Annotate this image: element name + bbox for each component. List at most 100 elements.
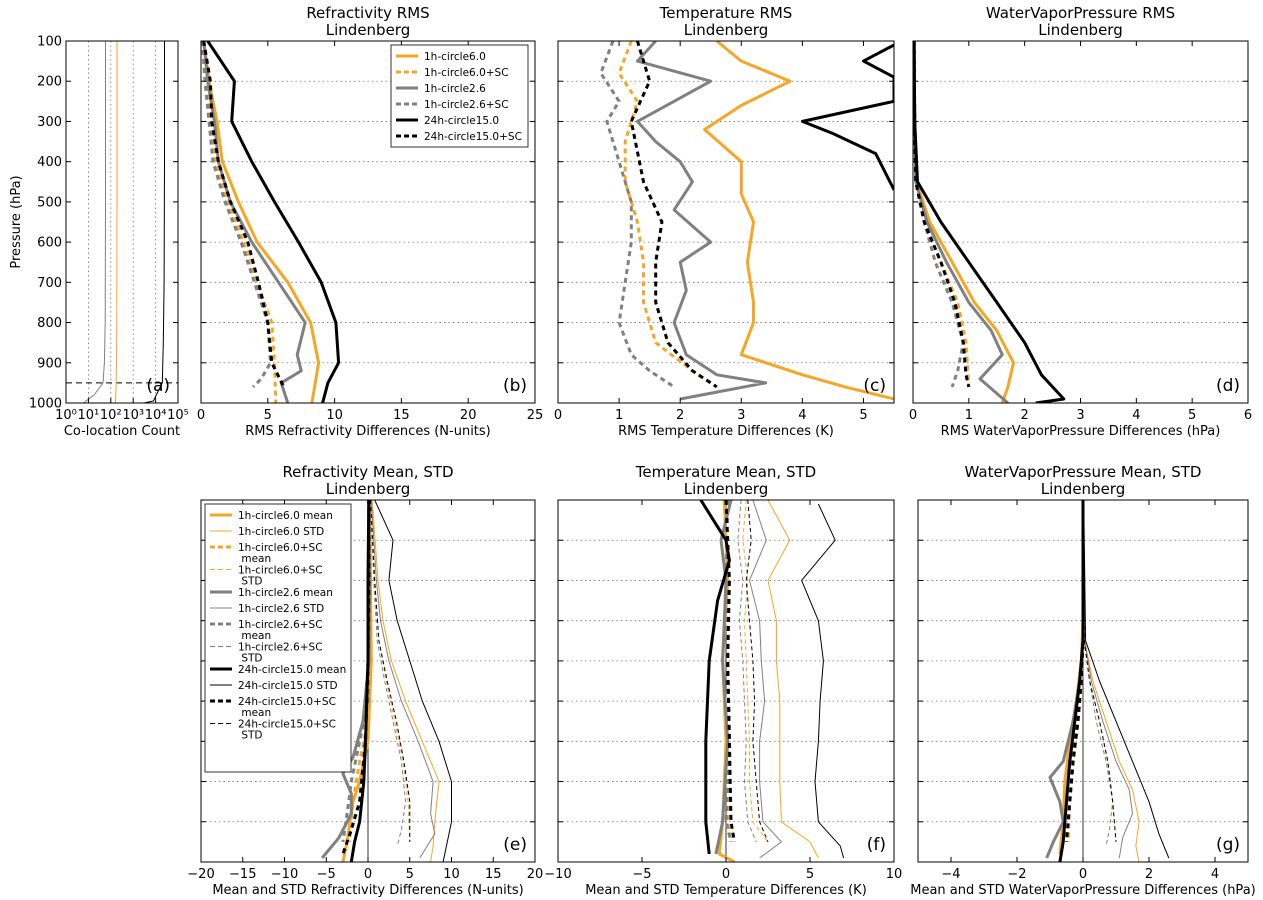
legend-label-b-0: 1h-circle6.0 [424,51,486,63]
series-line-c-4 [800,43,894,191]
panel-d: 0 1 2 3 4 5 6 RMS WaterVaporPressure Difference… [909,4,1252,439]
xtick-label-c-0: 0 [554,408,562,423]
legend-label-e-9: 24h-circle15.0 STD [238,680,338,692]
panel-label-g: (g) [1216,835,1240,855]
xtick-label-a-1: 10¹ [78,408,100,423]
series-line-c-5 [629,41,718,389]
legend-label-e-2: 1h-circle6.0+SC mean [238,542,323,565]
legend-label-b-2: 1h-circle2.6 [424,83,486,95]
xtick-label-a-2: 10² [100,408,122,423]
xtick-label-a-4: 10⁴ [145,408,167,423]
axes-frame-c [557,40,895,404]
series-line-c-2 [635,41,768,401]
subtitle-g: Lindenberg [1041,480,1125,498]
series-line-f-5 [749,500,782,859]
ytick-label-500: 500 [37,195,62,210]
series-line-f-9 [801,503,845,859]
series-line-e-7 [370,500,407,847]
xtick-label-a-0: 10⁰ [55,408,77,423]
axes-frame-b [200,40,536,404]
title-c: Temperature RMS [659,4,793,22]
legend-label-e-1: 1h-circle6.0 STD [238,526,324,538]
xtick-label-b-2: 10 [326,408,343,423]
xtick-label-g-4: 4 [1211,867,1219,882]
legend-label-e-11: 24h-circle15.0+SC STD [238,719,336,742]
legend-label-b-5: 24h-circle15.0+SC [424,131,522,143]
xtick-label-e-0: −20 [187,867,214,882]
ytick-label-700: 700 [37,276,62,291]
series-line-f-3 [742,500,769,843]
panel-c: 0 1 2 3 4 5 RMS Temperature Differences (K) Tem… [554,4,895,439]
subtitle-d: Lindenberg [1038,21,1122,39]
xtick-label-f-3: 5 [806,867,814,882]
title-g: WaterVaporPressure Mean, STD [965,463,1202,481]
series-line-b-3 [201,41,272,388]
series-line-c-3 [599,41,675,389]
xtick-label-e-2: −10 [271,867,298,882]
xlabel-f: Mean and STD Temperature Differences (K) [585,883,867,898]
xtick-label-d-2: 2 [1021,408,1029,423]
panel-label-f: (f) [867,835,886,855]
series-line-e-9 [374,500,452,862]
xtick-label-b-1: 5 [264,408,272,423]
series-line-e-1 [371,500,440,862]
legend-label-e-5: 1h-circle2.6 STD [238,603,324,615]
xtick-label-a-3: 10³ [122,408,144,423]
series-line-g-7 [1083,500,1114,847]
xlabel-d: RMS WaterVaporPressure Differences (hPa) [941,424,1221,439]
series-line-c-0 [703,41,894,401]
xtick-label-e-4: 0 [364,867,372,882]
ytick-label-1000: 1000 [29,397,62,412]
legend-label-e-10: 24h-circle15.0+SC mean [238,696,336,719]
ytick-label-400: 400 [37,155,62,170]
xtick-label-f-2: 0 [722,867,730,882]
ytick-label-900: 900 [37,356,62,371]
legend-b [390,44,529,148]
panel-label-e: (e) [503,835,527,855]
series-line-c-1 [617,41,718,389]
series-line-e-5 [370,500,436,859]
panel-label-d: (d) [1216,376,1240,396]
legend-label-b-3: 1h-circle2.6+SC [424,99,509,111]
series-line-e-6 [341,500,372,843]
series-line-g-1 [1083,500,1140,862]
title-d: WaterVaporPressure RMS [986,4,1175,22]
panel-f: −10 −5 0 5 10 Mean and STD Temperature Differ… [544,463,902,898]
legend-label-e-7: 1h-circle2.6+SC STD [238,642,323,665]
xtick-label-b-0: 0 [197,408,205,423]
xtick-label-e-8: 20 [527,867,544,882]
title-f: Temperature Mean, STD [635,463,816,481]
xtick-label-d-4: 4 [1132,408,1140,423]
xtick-label-e-1: −15 [229,867,256,882]
series-line-a-1 [83,41,106,403]
xtick-label-b-5: 25 [527,408,544,423]
panel-label-b: (b) [503,376,527,396]
ylabel: Pressure (hPa) [9,175,24,268]
xtick-label-d-6: 6 [1244,408,1252,423]
legend-label-e-6: 1h-circle2.6+SC mean [238,619,323,642]
xtick-label-c-5: 5 [859,408,867,423]
series-line-f-8 [699,500,731,855]
ytick-label-800: 800 [37,316,62,331]
panel-e: −20 −15 −10 −5 0 5 10 15 20 Mean and STD Refracti… [187,463,543,898]
ytick-label-600: 600 [37,236,62,251]
panel-a: 10⁰ 10¹ 10² 10³ 10⁴ 10⁵ 100 200 300 400 500 600 700 8… [29,35,189,440]
ytick-label-300: 300 [37,115,62,130]
xlabel-e: Mean and STD Refractivity Differences (N… [212,883,523,898]
series-group-a [83,41,165,403]
legend-label-b-4: 24h-circle15.0 [424,115,499,127]
xlabel-b: RMS Refractivity Differences (N-units) [245,424,491,439]
xlabel-a: Co-location Count [64,424,180,439]
subtitle-f: Lindenberg [684,480,768,498]
series-group-f [699,500,845,862]
xtick-label-c-4: 4 [798,408,806,423]
series-line-f-10 [724,500,736,843]
xtick-label-f-0: −10 [544,867,571,882]
series-line-b-2 [202,41,307,403]
title-e: Refractivity Mean, STD [282,463,453,481]
series-line-f-11 [745,500,769,843]
series-line-f-1 [767,500,819,859]
xtick-label-e-5: 5 [406,867,414,882]
